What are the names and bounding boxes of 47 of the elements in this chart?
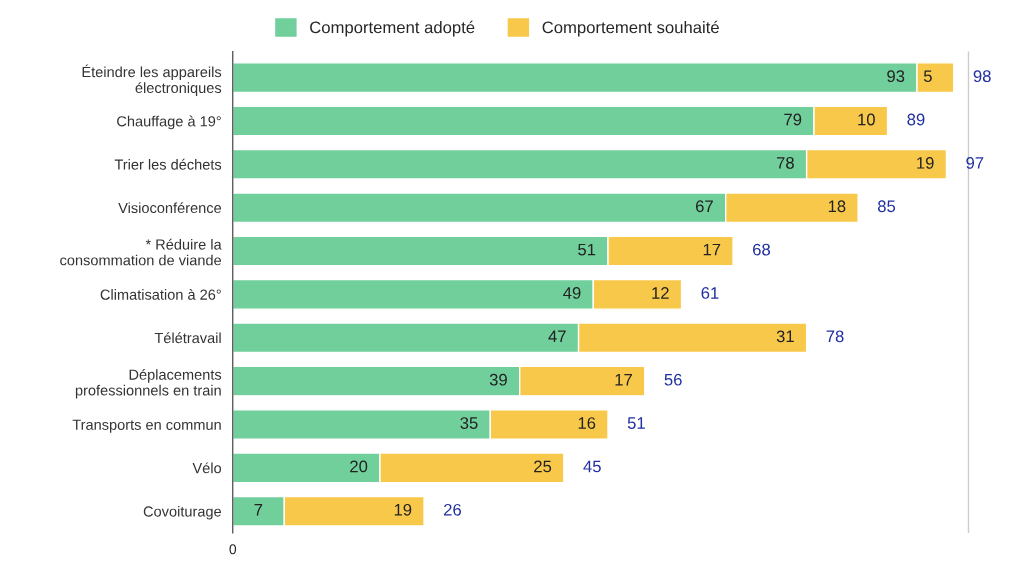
data-label: 67 [696,200,713,213]
total-label: 78 [826,330,844,343]
data-label: 17 [615,373,632,386]
legend-label: Comportement souhaité [542,20,719,37]
data-label: 78 [776,156,794,169]
total-label: 45 [583,460,601,473]
total-label: 26 [444,503,461,516]
total-label: 89 [907,113,925,126]
data-label: 39 [489,373,507,386]
data-label: 79 [784,113,802,126]
y-tick-label: Vélo [192,462,222,474]
y-tick-label: Éteindre les appareils électroniques [82,64,222,96]
y-tick-label: Climatisation à 26° [100,288,221,300]
y-tick-label: Covoiturage [143,505,222,520]
data-label: 25 [534,460,552,473]
y-tick-label: Visioconférence [118,202,222,214]
text: 0 [229,544,237,555]
data-label: 5 [923,70,932,83]
data-label: 49 [563,287,581,299]
y-tick-label: Trier les déchets [114,158,222,170]
data-label: 20 [350,460,368,473]
y-tick-label: * Réduire la consommation de viande [60,238,222,266]
legend-label: Comportement adopté [310,20,475,37]
total-label: 56 [664,373,682,386]
data-label: 10 [858,113,875,126]
data-label: 16 [578,417,596,429]
total-label: 68 [753,243,771,256]
total-label: 85 [877,200,896,213]
y-tick-label: Déplacements professionnels en train [75,368,222,399]
y-tick-label: Chauffage à 19° [117,115,221,130]
data-label: 12 [652,287,669,299]
data-label: 35 [460,417,478,429]
data-label: 19 [394,503,412,516]
data-label: 93 [887,70,905,83]
total-label: 98 [973,70,991,83]
data-label: 17 [703,243,721,256]
data-label: 19 [917,156,934,169]
data-label: 7 [254,504,263,516]
data-label: 51 [578,243,596,256]
total-label: 61 [701,287,719,299]
y-tick-label: Transports en commun [72,419,221,433]
y-tick-label: Télétravail [154,332,221,344]
data-label: 31 [776,330,794,343]
data-label: 18 [828,200,846,213]
data-label: 47 [548,330,566,343]
total-label: 51 [627,417,645,429]
total-label: 97 [966,156,984,169]
